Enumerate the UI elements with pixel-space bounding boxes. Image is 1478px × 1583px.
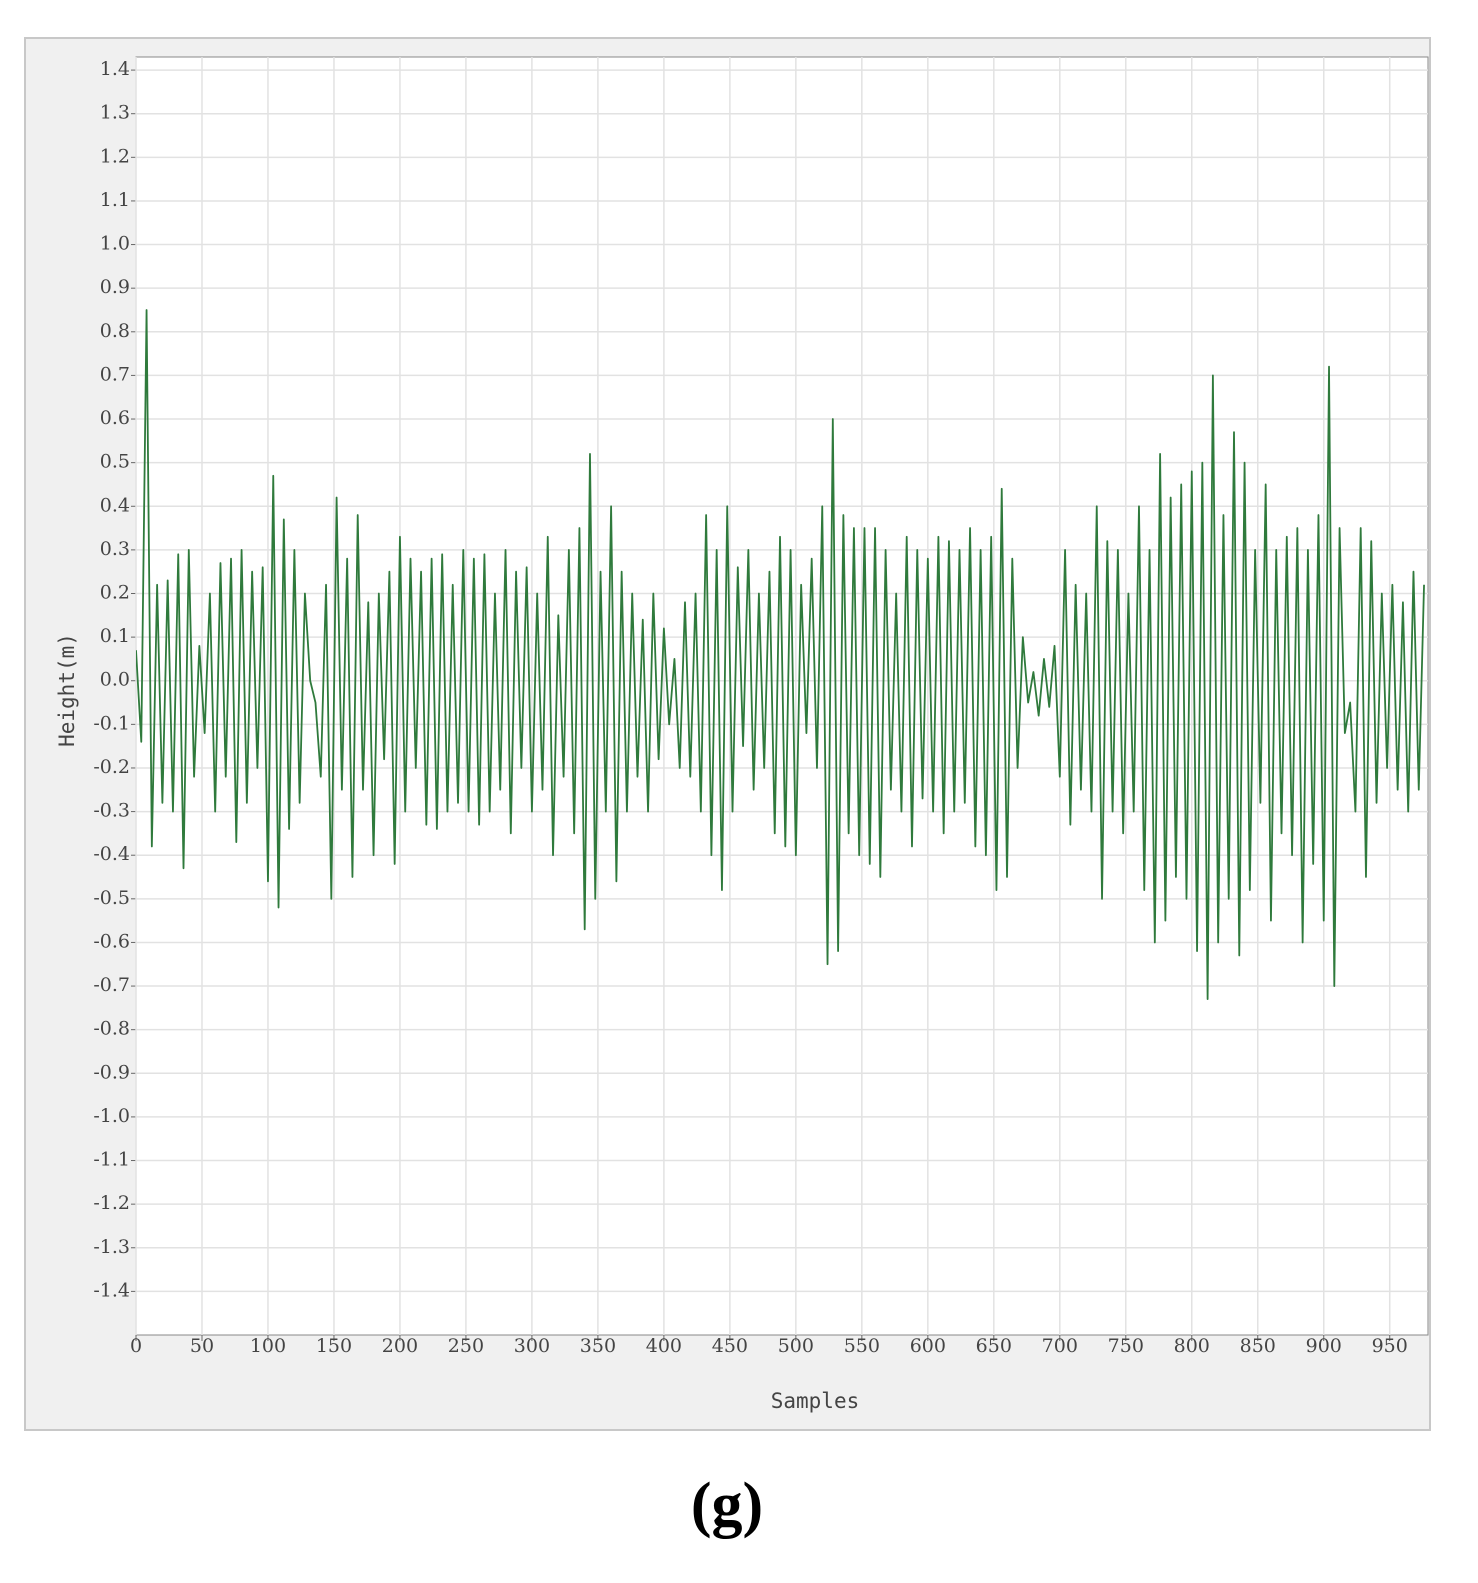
y-tick-label: -0.3 xyxy=(93,800,130,822)
y-tick-label: 0.1 xyxy=(100,625,130,647)
y-tick-label: 0.9 xyxy=(100,276,130,298)
y-tick-label: -0.8 xyxy=(93,1018,130,1040)
y-tick-label: 0.4 xyxy=(100,494,130,516)
y-tick-label: 0.3 xyxy=(100,538,130,560)
x-tick-label: 800 xyxy=(1174,1335,1210,1357)
y-tick-label: -0.9 xyxy=(93,1061,130,1083)
y-tick-label: -0.5 xyxy=(93,887,130,909)
x-axis-label: Samples xyxy=(771,1389,860,1413)
y-tick-label: -0.6 xyxy=(93,930,130,952)
x-tick-label: 350 xyxy=(580,1335,616,1357)
y-tick-label: -0.1 xyxy=(93,712,130,734)
y-tick-label: 0.8 xyxy=(100,320,130,342)
x-tick-label: 700 xyxy=(1042,1335,1078,1357)
x-tick-label: 300 xyxy=(514,1335,550,1357)
series-layer xyxy=(136,309,1425,1001)
y-tick-label: 0.5 xyxy=(100,451,130,473)
labels: 1.4 1.3 1.2 1.1 1.0 0.9 0.8 0.7 0.6 0.5 0.4 0.3 0.2 0… xyxy=(93,58,1408,1357)
x-tick-label: 50 xyxy=(190,1335,214,1357)
y-tick-label: 1.3 xyxy=(100,102,130,124)
y-tick-label: -1.1 xyxy=(93,1149,130,1171)
x-tick-label: 600 xyxy=(910,1335,946,1357)
y-tick-label: -0.7 xyxy=(93,974,130,996)
y-tick-label: 1.4 xyxy=(100,58,130,80)
y-tick-label: 0.2 xyxy=(100,581,130,603)
x-tick-label: 450 xyxy=(712,1335,748,1357)
y-tick-label: 0.7 xyxy=(100,363,130,385)
data-line xyxy=(136,309,1425,1001)
y-tick-label: -1.4 xyxy=(93,1279,130,1301)
x-tick-label: 550 xyxy=(844,1335,880,1357)
x-tick-label: 250 xyxy=(448,1335,484,1357)
y-tick-label: 1.0 xyxy=(100,233,130,255)
x-tick-label: 850 xyxy=(1240,1335,1276,1357)
caption: (g) xyxy=(691,1471,763,1539)
y-tick-label: 0.0 xyxy=(100,669,130,691)
y-tick-label: -1.3 xyxy=(93,1236,130,1258)
x-tick-label: 150 xyxy=(316,1335,352,1357)
y-tick-label: -1.0 xyxy=(93,1105,130,1127)
y-tick-label: 0.6 xyxy=(100,407,130,429)
x-tick-label: 750 xyxy=(1108,1335,1144,1357)
y-tick-label: -0.2 xyxy=(93,756,130,778)
x-tick-label: 650 xyxy=(976,1335,1012,1357)
x-tick-label: 950 xyxy=(1372,1335,1408,1357)
x-tick-label: 0 xyxy=(130,1335,142,1357)
x-tick-label: 900 xyxy=(1306,1335,1342,1357)
x-tick-label: 400 xyxy=(646,1335,682,1357)
y-axis-label: Height(m) xyxy=(55,633,79,747)
x-tick-label: 500 xyxy=(778,1335,814,1357)
y-tick-label: 1.1 xyxy=(100,189,130,211)
y-tick-label: -0.4 xyxy=(93,843,130,865)
x-tick-label: 100 xyxy=(250,1335,286,1357)
y-tick-label: 1.2 xyxy=(100,145,130,167)
x-tick-label: 200 xyxy=(382,1335,418,1357)
y-tick-label: -1.2 xyxy=(93,1192,130,1214)
